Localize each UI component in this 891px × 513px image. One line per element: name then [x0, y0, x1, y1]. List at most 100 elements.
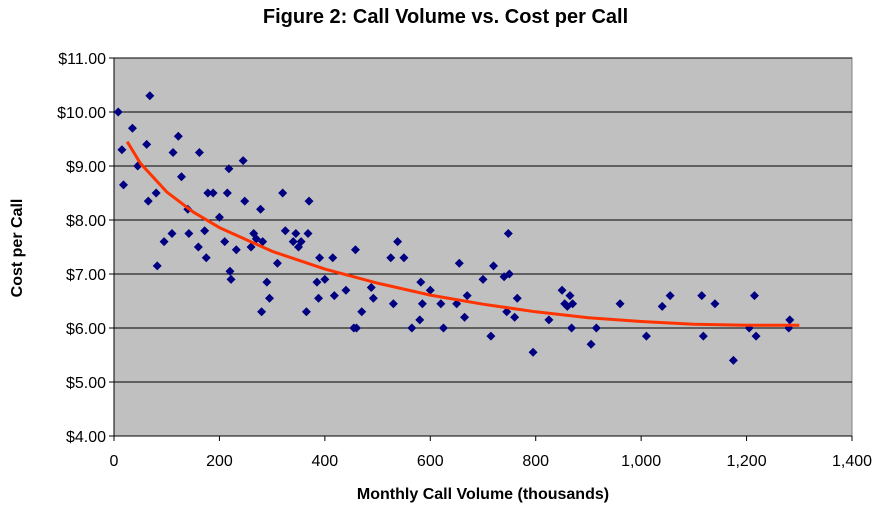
- data-point-99: [657, 301, 667, 311]
- data-point-18: [194, 148, 204, 157]
- data-point-53: [320, 274, 330, 284]
- data-point-61: [366, 283, 376, 292]
- data-point-44: [291, 229, 301, 238]
- x-tick-label-5: 1,000: [621, 453, 661, 470]
- y-tick-label-3: $7.00: [66, 267, 106, 284]
- data-points: [113, 91, 795, 365]
- data-point-7: [145, 91, 155, 101]
- data-point-78: [478, 274, 488, 284]
- y-tick-labels: $4.00 $5.00 $6.00 $7.00 $8.00 $9.00 $10.00 $11.…: [57, 51, 106, 446]
- data-point-47: [301, 307, 311, 317]
- data-point-70: [417, 299, 427, 309]
- data-point-51: [314, 293, 324, 303]
- x-tick-labels: 0 200 400 600 800 1,000 1,200 1,400: [110, 453, 873, 470]
- data-point-68: [415, 315, 425, 325]
- data-point-34: [251, 234, 261, 244]
- data-point-93: [567, 323, 577, 333]
- data-point-0: [113, 107, 123, 117]
- data-point-42: [280, 226, 290, 236]
- data-point-95: [586, 339, 596, 349]
- data-point-92: [565, 291, 575, 301]
- data-point-79: [486, 331, 496, 341]
- data-point-22: [208, 188, 218, 198]
- plot-area: [113, 57, 853, 437]
- data-point-62: [368, 293, 378, 303]
- data-point-86: [512, 293, 522, 303]
- x-tick-label-0: 0: [110, 453, 119, 470]
- data-point-48: [303, 229, 313, 238]
- data-point-71: [425, 285, 435, 295]
- data-point-101: [697, 291, 707, 301]
- data-point-52: [315, 253, 325, 263]
- data-point-65: [393, 237, 403, 247]
- data-point-43: [288, 237, 298, 247]
- data-point-27: [225, 266, 235, 276]
- data-point-69: [416, 277, 426, 287]
- data-point-19: [200, 226, 210, 236]
- data-point-1: [117, 145, 127, 155]
- data-point-24: [220, 237, 230, 247]
- data-point-16: [184, 229, 194, 238]
- data-point-77: [462, 291, 472, 301]
- x-axis-label: Monthly Call Volume (thousands): [356, 486, 610, 503]
- data-point-2: [118, 180, 128, 190]
- axes: [109, 57, 853, 441]
- data-point-82: [502, 307, 512, 317]
- data-point-58: [350, 245, 360, 255]
- data-point-100: [665, 291, 675, 301]
- data-point-13: [173, 131, 183, 141]
- data-point-73: [438, 323, 448, 333]
- data-point-29: [231, 245, 241, 255]
- data-point-9: [152, 261, 162, 271]
- y-tick-label-6: $10.00: [57, 105, 106, 122]
- data-point-28: [226, 274, 236, 284]
- data-point-67: [407, 323, 417, 333]
- data-point-6: [143, 196, 153, 206]
- data-point-88: [544, 315, 554, 325]
- data-point-76: [460, 312, 470, 322]
- x-tick-label-4: 800: [522, 453, 549, 470]
- data-point-56: [341, 285, 351, 295]
- data-point-109: [785, 315, 795, 325]
- data-point-31: [240, 196, 250, 206]
- data-point-83: [503, 229, 513, 238]
- data-point-36: [257, 307, 267, 317]
- data-point-3: [127, 123, 137, 133]
- y-tick-label-2: $6.00: [66, 321, 106, 338]
- data-point-35: [256, 204, 266, 214]
- data-point-104: [728, 355, 738, 365]
- data-point-33: [249, 229, 259, 238]
- data-point-75: [454, 258, 464, 268]
- data-point-49: [304, 196, 314, 206]
- x-tick-label-1: 200: [206, 453, 233, 470]
- data-point-66: [399, 253, 409, 263]
- data-point-17: [193, 242, 203, 252]
- data-point-41: [278, 188, 288, 198]
- data-point-96: [591, 323, 601, 333]
- data-point-94: [568, 299, 578, 309]
- data-point-40: [272, 258, 282, 268]
- data-point-37: [258, 237, 268, 247]
- data-point-63: [386, 253, 396, 263]
- data-point-80: [489, 261, 499, 271]
- trend-line: [125, 140, 800, 327]
- data-point-64: [388, 299, 398, 309]
- x-tick-label-7: 1,400: [832, 453, 872, 470]
- data-point-30: [238, 156, 248, 166]
- data-point-60: [357, 307, 367, 317]
- data-point-89: [557, 285, 567, 295]
- data-point-50: [312, 277, 322, 287]
- y-tick-label-5: $9.00: [66, 159, 106, 176]
- y-tick-label-1: $5.00: [66, 375, 106, 392]
- data-point-103: [710, 299, 720, 309]
- data-point-23: [214, 212, 224, 222]
- data-point-12: [168, 148, 178, 157]
- data-point-25: [222, 188, 232, 198]
- x-tick-label-6: 1,200: [727, 453, 767, 470]
- data-point-14: [176, 172, 186, 182]
- data-point-107: [751, 331, 761, 341]
- y-tick-label-0: $4.00: [66, 429, 106, 446]
- data-point-85: [510, 312, 520, 322]
- data-point-8: [151, 188, 161, 198]
